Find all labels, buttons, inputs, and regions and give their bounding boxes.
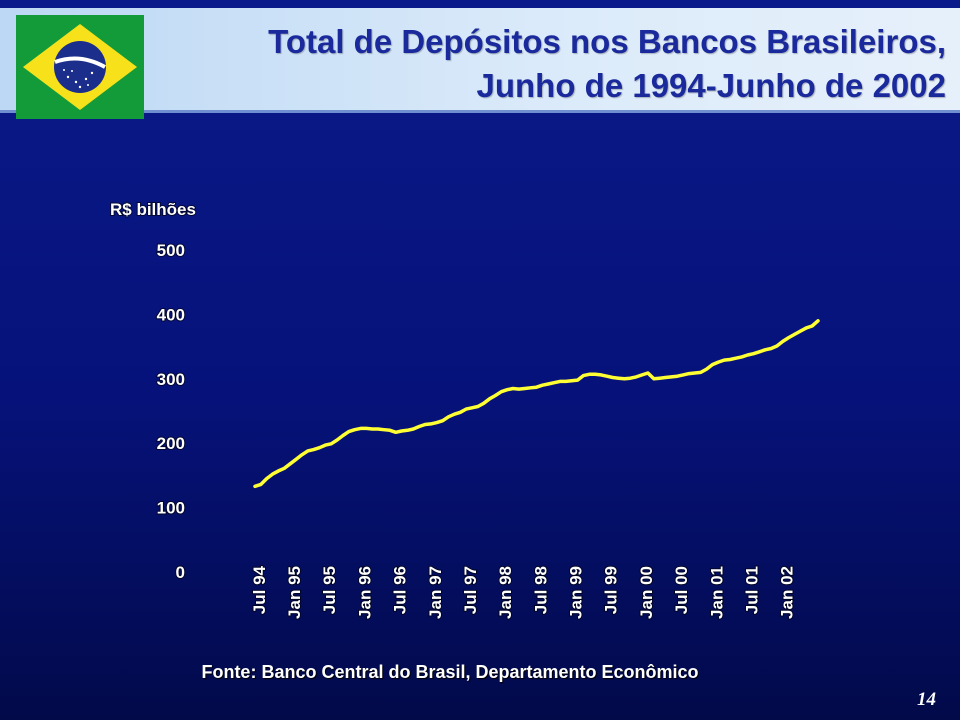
flag-stars — [63, 69, 94, 89]
x-tick-label: Jan 99 — [567, 566, 586, 619]
y-axis-unit-label: R$ bilhões — [110, 200, 196, 219]
y-tick-label: 400 — [157, 305, 185, 324]
page-number: 14 — [917, 689, 936, 710]
x-tick-label: Jul 98 — [531, 566, 550, 614]
y-tick-label: 300 — [157, 370, 185, 389]
x-tick-label: Jan 01 — [707, 566, 726, 619]
x-tick-label: Jul 99 — [602, 566, 621, 614]
y-tick-label: 500 — [157, 241, 185, 260]
flag-blue-globe — [54, 41, 106, 93]
y-tick-label: 200 — [157, 434, 185, 453]
x-tick-label: Jul 96 — [391, 566, 410, 614]
slide-title-line-1: Total de Depósitos nos Bancos Brasileiro… — [268, 23, 946, 60]
x-tick-label: Jan 02 — [778, 566, 797, 619]
x-tick-label: Jul 01 — [742, 566, 761, 614]
slide-title: Total de Depósitos nos Bancos Brasileiro… — [146, 20, 946, 108]
y-tick-label: 100 — [157, 499, 185, 518]
title-band — [0, 8, 960, 110]
source-note: Fonte: Banco Central do Brasil, Departam… — [201, 662, 699, 682]
title-band-underline — [0, 110, 960, 113]
x-tick-label: Jul 94 — [250, 565, 269, 614]
x-tick-label: Jan 96 — [355, 566, 374, 619]
x-tick-label: Jan 00 — [637, 566, 656, 619]
x-tick-label: Jul 00 — [672, 566, 691, 614]
x-axis-ticks: Jul 94 Jan 95 Jul 95 Jan 96 Jul 96 Jan 97 Jul … — [249, 564, 798, 619]
slide-title-line-2: Junho de 1994-Junho de 2002 — [476, 67, 946, 104]
y-tick-label: 0 — [176, 563, 185, 582]
y-axis-ticks: 0 100 200 300 400 500 — [156, 240, 186, 583]
deposits-series-line — [253, 319, 820, 489]
x-tick-label: Jan 98 — [496, 566, 515, 619]
brazil-flag-icon — [16, 15, 144, 119]
x-tick-label: Jan 95 — [285, 566, 304, 619]
x-tick-label: Jul 95 — [320, 566, 339, 614]
x-tick-label: Jul 97 — [461, 566, 480, 614]
flag-motto-band — [54, 56, 106, 69]
x-tick-label: Jan 97 — [426, 566, 445, 619]
